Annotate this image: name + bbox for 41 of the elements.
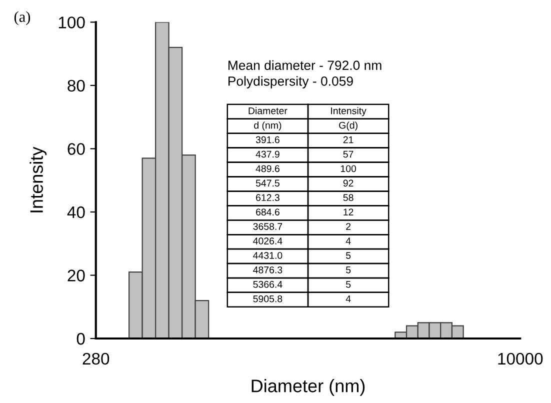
- annotation: G(d): [339, 122, 358, 131]
- y-tick-label: 80: [68, 80, 85, 92]
- x-axis-title: Diameter (nm): [252, 379, 365, 396]
- annotation: Diameter: [248, 107, 288, 114]
- annotation: 21: [343, 136, 354, 144]
- annotation: 5: [346, 252, 351, 259]
- annotation: Polydispersity - 0.059: [228, 76, 353, 88]
- annotation: 3658.7: [253, 223, 282, 230]
- y-tick-label: 60: [68, 143, 85, 155]
- annotation: 4: [346, 238, 351, 244]
- annotation: 547.5: [256, 180, 280, 187]
- x-tick-label: 10000: [498, 352, 543, 365]
- x-tick-label: 280: [82, 352, 110, 365]
- y-axis-title: Intensity: [30, 146, 47, 212]
- annotation: 612.3: [256, 194, 280, 202]
- annotation: 5905.8: [253, 295, 282, 302]
- annotation: 4431.0: [253, 252, 282, 259]
- y-tick-label: 20: [68, 270, 85, 282]
- annotation: 4: [346, 295, 351, 302]
- annotation: 489.6: [256, 165, 280, 172]
- annotation: 12: [344, 208, 354, 216]
- annotation: 4026.4: [253, 238, 282, 244]
- annotation: 100: [340, 165, 356, 172]
- annotation: Mean diameter - 792.0 nm: [228, 60, 382, 70]
- y-tick-label: 0: [76, 332, 85, 345]
- annotation: 58: [343, 194, 354, 202]
- annotation: 5: [346, 266, 351, 274]
- y-tick-label: 100: [58, 16, 85, 28]
- annotation: 684.6: [256, 208, 280, 216]
- annotation: 391.6: [256, 136, 280, 144]
- y-tick-label: 40: [67, 206, 85, 218]
- text: (a): [14, 11, 30, 26]
- annotation: 5: [346, 281, 351, 288]
- annotation: d (nm): [254, 122, 282, 131]
- annotation: 4876.3: [253, 266, 282, 274]
- annotation: 2: [346, 223, 351, 230]
- annotation: 5366.4: [253, 280, 282, 288]
- annotation: 437.9: [256, 150, 280, 158]
- annotation: 92: [343, 180, 354, 187]
- annotation: Intensity: [331, 107, 366, 116]
- annotation: 57: [343, 150, 354, 158]
